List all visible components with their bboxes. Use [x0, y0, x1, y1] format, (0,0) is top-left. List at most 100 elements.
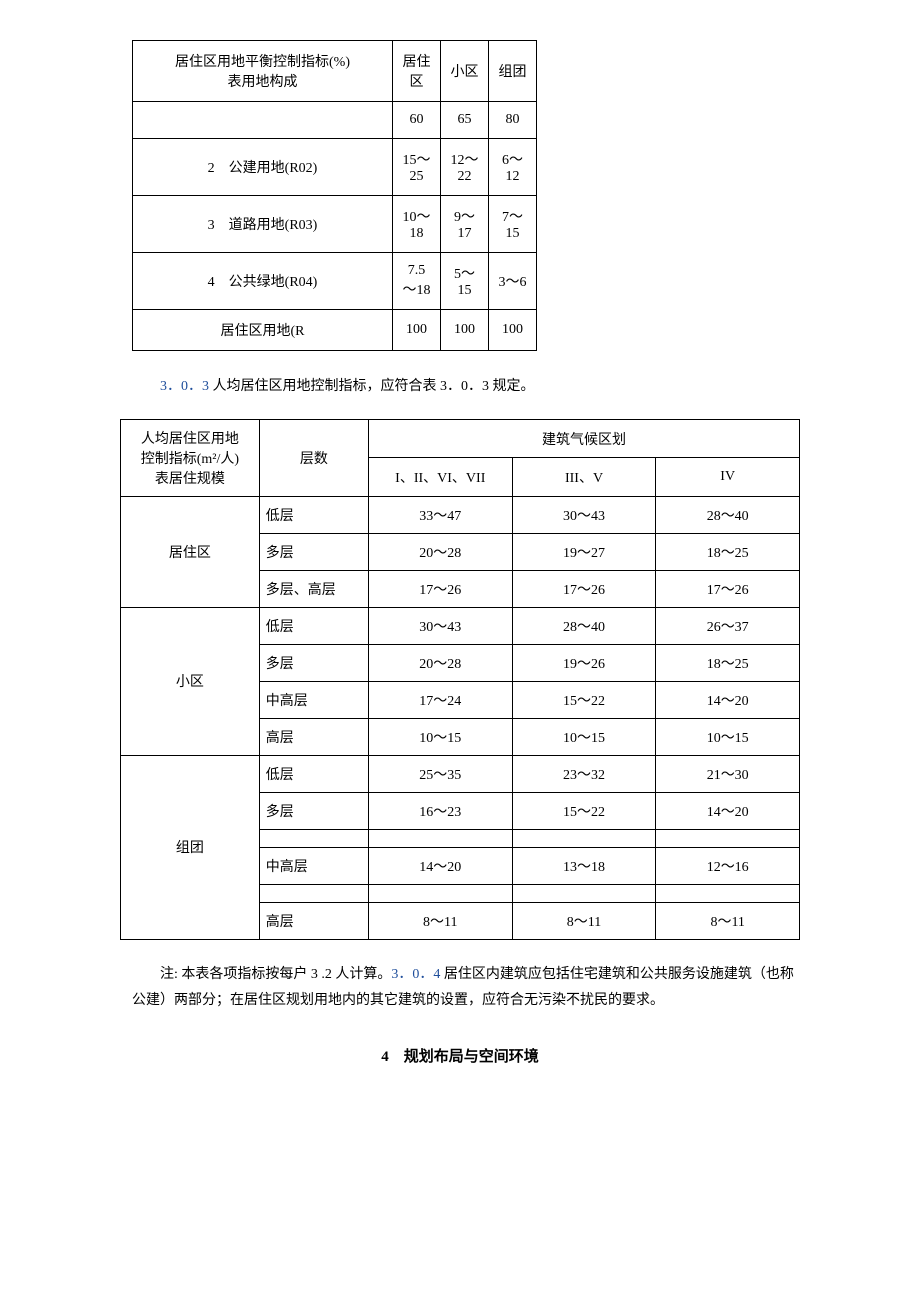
zone-header: I、II、VI、VII	[368, 458, 512, 497]
cell-value: 19～27	[512, 533, 656, 570]
cell-value: 19～26	[512, 644, 656, 681]
cell-value: 20～28	[368, 533, 512, 570]
cell-value: 14～20	[656, 681, 800, 718]
note-lead: 注: 本表各项指标按每户 3 .2 人计算。	[160, 967, 391, 982]
cell-value: 17～26	[368, 570, 512, 607]
cell-value	[656, 884, 800, 902]
floor-type: 中高层	[259, 847, 368, 884]
row-label	[133, 102, 393, 139]
cell-value: 10～15	[512, 718, 656, 755]
cell-value: 65	[441, 102, 489, 139]
cell-value: 10～15	[368, 718, 512, 755]
row-label: 居住区用地(R	[133, 310, 393, 351]
cell-value: 33～47	[368, 496, 512, 533]
table-row: 居住区用地平衡控制指标(%) 表用地构成 居住区 小区 组团	[133, 41, 537, 102]
col-header: 组团	[489, 41, 537, 102]
cell-value: 17～24	[368, 681, 512, 718]
hl-line: 人均居住区用地	[141, 432, 239, 447]
header-title: 居住区用地平衡控制指标(%) 表用地构成	[133, 41, 393, 102]
cell-value: 15～25	[393, 139, 441, 196]
hl-line: 控制指标(m²/人)	[141, 452, 239, 467]
section-heading: 4 规划布局与空间环境	[120, 1045, 800, 1066]
floor-type: 多层、高层	[259, 570, 368, 607]
floor-type: 低层	[259, 496, 368, 533]
cell-value: 20～28	[368, 644, 512, 681]
cell-value: 100	[489, 310, 537, 351]
cell-value: 3～6	[489, 253, 537, 310]
cell-value: 28～40	[512, 607, 656, 644]
cell-value: 7～15	[489, 196, 537, 253]
floor-type	[259, 884, 368, 902]
cell-value: 18～25	[656, 644, 800, 681]
cell-value	[368, 884, 512, 902]
floor-type: 低层	[259, 755, 368, 792]
floor-type: 多层	[259, 792, 368, 829]
cell-value: 8～11	[512, 902, 656, 939]
cell-value: 14～20	[368, 847, 512, 884]
floor-type	[259, 829, 368, 847]
cell-value: 21～30	[656, 755, 800, 792]
cell-value: 5～15	[441, 253, 489, 310]
title-line: 居住区用地平衡控制指标(%)	[175, 55, 350, 70]
clause-text: 人均居住区用地控制指标，应符合表 3．0．3 规定。	[209, 379, 535, 394]
floor-type: 高层	[259, 902, 368, 939]
row-label: 2 公建用地(R02)	[133, 139, 393, 196]
cell-value: 60	[393, 102, 441, 139]
table-row: 人均居住区用地 控制指标(m²/人) 表居住规模 层数 建筑气候区划	[121, 419, 800, 458]
cell-value: 30～43	[368, 607, 512, 644]
clause-number: 3．0．4	[391, 967, 440, 982]
table-row: 小区低层30～4328～4026～37	[121, 607, 800, 644]
cell-value: 16～23	[368, 792, 512, 829]
row-label: 3 道路用地(R03)	[133, 196, 393, 253]
header-climate: 建筑气候区划	[368, 419, 799, 458]
land-balance-table: 居住区用地平衡控制指标(%) 表用地构成 居住区 小区 组团 6065802 公…	[132, 40, 537, 351]
cell-value: 17～26	[512, 570, 656, 607]
group-name: 居住区	[121, 496, 260, 607]
cell-value: 23～32	[512, 755, 656, 792]
table-row: 3 道路用地(R03)10～189～177～15	[133, 196, 537, 253]
cell-value: 8～11	[656, 902, 800, 939]
floor-type: 高层	[259, 718, 368, 755]
cell-value: 100	[393, 310, 441, 351]
zone-header: IV	[656, 458, 800, 497]
group-name: 小区	[121, 607, 260, 755]
cell-value: 18～25	[656, 533, 800, 570]
cell-value	[368, 829, 512, 847]
clause-number: 3．0．3	[160, 379, 209, 394]
clause-paragraph: 3．0．3 人均居住区用地控制指标，应符合表 3．0．3 规定。	[132, 375, 800, 399]
table-row: 4 公共绿地(R04)7.5～185～153～6	[133, 253, 537, 310]
cell-value: 12～16	[656, 847, 800, 884]
cell-value	[512, 884, 656, 902]
cell-value: 14～20	[656, 792, 800, 829]
table-note: 注: 本表各项指标按每户 3 .2 人计算。3．0．4 居住区内建筑应包括住宅建…	[132, 962, 800, 1015]
table-row: 组团低层25～3523～3221～30	[121, 755, 800, 792]
group-name: 组团	[121, 755, 260, 939]
table-row: 居住区低层33～4730～4328～40	[121, 496, 800, 533]
table-row: 2 公建用地(R02)15～2512～226～12	[133, 139, 537, 196]
cell-value	[512, 829, 656, 847]
col-header: 居住区	[393, 41, 441, 102]
header-left: 人均居住区用地 控制指标(m²/人) 表居住规模	[121, 419, 260, 496]
cell-value: 10～15	[656, 718, 800, 755]
cell-value: 7.5～18	[393, 253, 441, 310]
per-capita-land-table: 人均居住区用地 控制指标(m²/人) 表居住规模 层数 建筑气候区划 I、II、…	[120, 419, 800, 940]
table-row: 居住区用地(R100100100	[133, 310, 537, 351]
cell-value: 6～12	[489, 139, 537, 196]
floor-type: 低层	[259, 607, 368, 644]
col-header: 小区	[441, 41, 489, 102]
cell-value	[656, 829, 800, 847]
cell-value: 13～18	[512, 847, 656, 884]
cell-value: 80	[489, 102, 537, 139]
floor-type: 多层	[259, 533, 368, 570]
row-label: 4 公共绿地(R04)	[133, 253, 393, 310]
floor-type: 中高层	[259, 681, 368, 718]
cell-value: 26～37	[656, 607, 800, 644]
hl-line: 表居住规模	[155, 472, 225, 487]
zone-header: III、V	[512, 458, 656, 497]
cell-value: 30～43	[512, 496, 656, 533]
floor-type: 多层	[259, 644, 368, 681]
cell-value: 17～26	[656, 570, 800, 607]
header-floors: 层数	[259, 419, 368, 496]
cell-value: 9～17	[441, 196, 489, 253]
table-row: 606580	[133, 102, 537, 139]
